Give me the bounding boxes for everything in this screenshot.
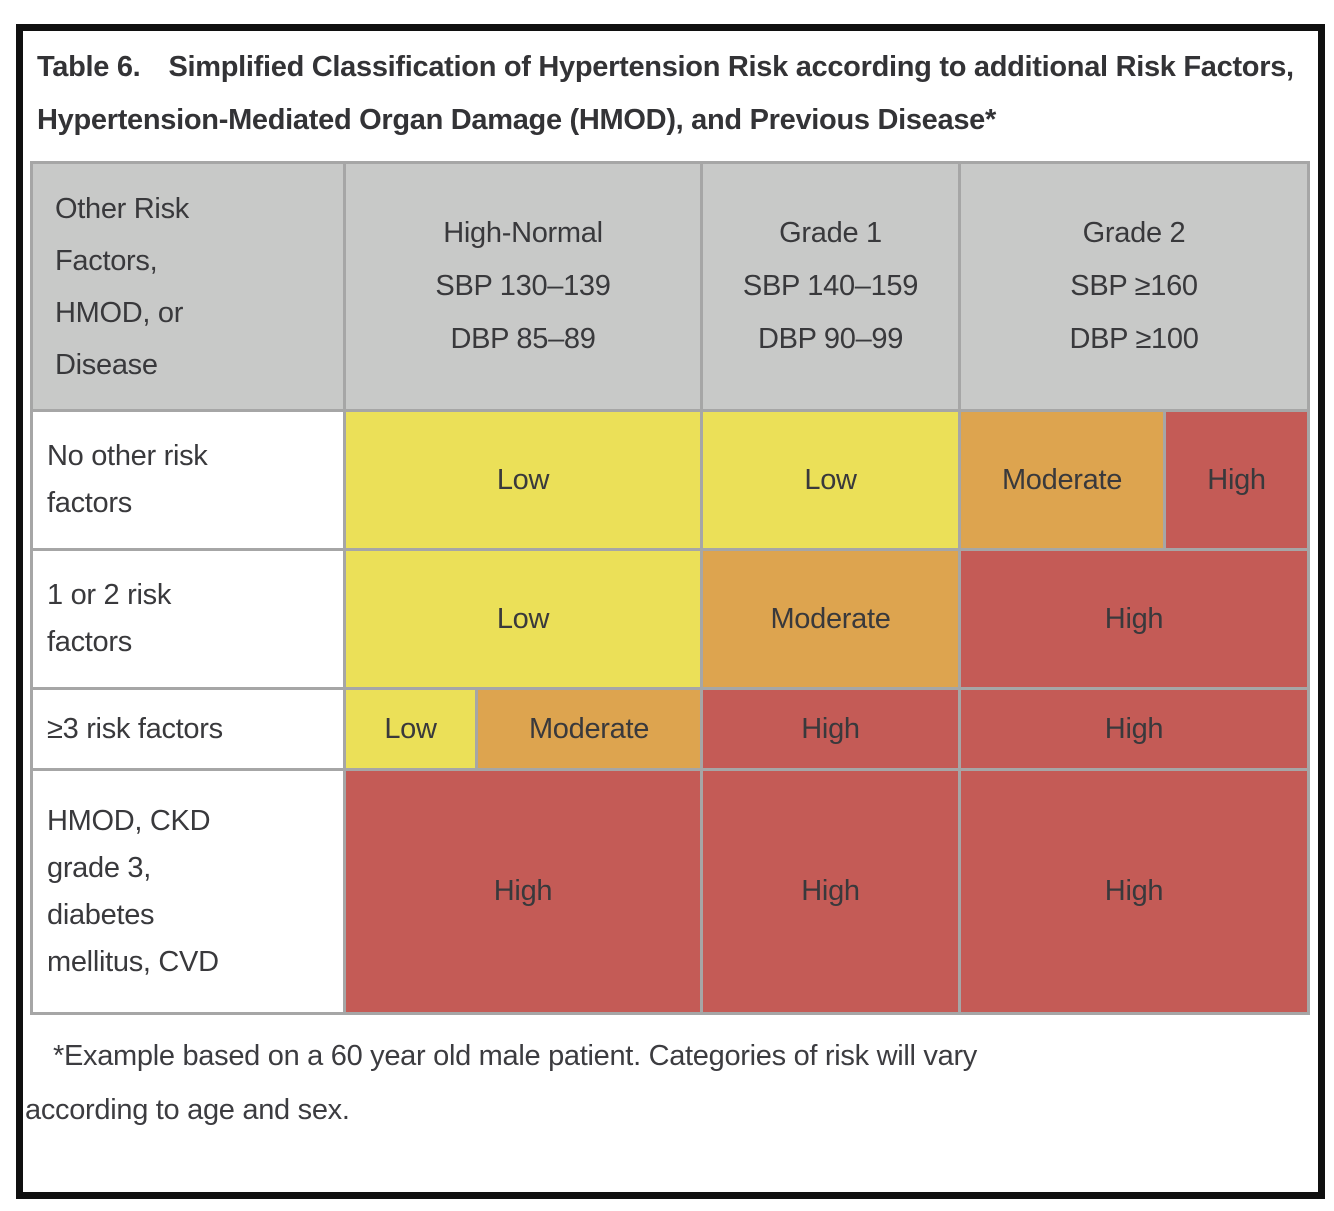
risk-cell: High — [1163, 409, 1311, 551]
table-number-label: Table 6. — [37, 51, 141, 83]
table-title-text: Simplified Classification of Hypertensio… — [37, 51, 1294, 136]
risk-cell: High — [958, 768, 1311, 1015]
column-header-grade-2: Grade 2 SBP ≥160 DBP ≥100 — [958, 161, 1311, 412]
table-row: No other risk factors Low Low Moderate H… — [30, 409, 1311, 551]
row-label-cell: No other risk factors — [30, 409, 346, 551]
risk-cell: High — [700, 687, 962, 771]
risk-cell: Low — [343, 687, 478, 771]
row-label-cell: 1 or 2 risk factors — [30, 548, 346, 690]
table-header-row: Other Risk Factors, HMOD, or Disease Hig… — [30, 161, 1311, 412]
risk-cell: Low — [342, 548, 704, 690]
risk-cell: High — [958, 548, 1311, 690]
risk-cell: Moderate — [474, 687, 704, 771]
column-header-grade-1: Grade 1 SBP 140–159 DBP 90–99 — [700, 161, 962, 412]
risk-classification-table: Other Risk Factors, HMOD, or Disease Hig… — [30, 161, 1311, 1015]
column-header-high-normal: High-Normal SBP 130–139 DBP 85–89 — [342, 161, 704, 412]
figure-box: Table 6. Simplified Classification of Hyp… — [16, 24, 1325, 1199]
row-label-cell: HMOD, CKD grade 3, diabetes mellitus, CV… — [30, 768, 346, 1015]
risk-cell: Moderate — [958, 409, 1167, 551]
risk-cell: Moderate — [700, 548, 962, 690]
table-row: HMOD, CKD grade 3, diabetes mellitus, CV… — [30, 768, 1311, 1015]
table-row: 1 or 2 risk factors Low Moderate High — [30, 548, 1311, 690]
figure-title: Table 6. Simplified Classification of Hyp… — [37, 41, 1306, 147]
row-label-cell: ≥3 risk factors — [30, 687, 346, 771]
risk-cell: Low — [700, 409, 962, 551]
corner-header-cell: Other Risk Factors, HMOD, or Disease — [30, 161, 346, 412]
table-row: ≥3 risk factors Low Moderate High High — [30, 687, 1311, 771]
risk-cell: High — [342, 768, 704, 1015]
table-footnote: *Example based on a 60 year old male pat… — [25, 1040, 977, 1126]
risk-cell: High — [958, 687, 1311, 771]
risk-cell: Low — [342, 409, 704, 551]
risk-cell: High — [700, 768, 962, 1015]
